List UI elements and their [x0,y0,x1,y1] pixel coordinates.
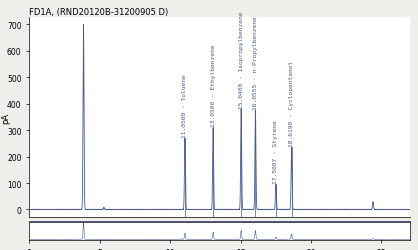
Y-axis label: pA: pA [1,112,10,123]
Text: 15.0400 - Isopropylbenzene: 15.0400 - Isopropylbenzene [239,11,244,108]
Text: 13.0500 - Ethylbenzene: 13.0500 - Ethylbenzene [211,44,216,127]
Text: 11.0500 - Toluene: 11.0500 - Toluene [182,74,187,137]
Text: FD1A, (RND20120B-31200905 D): FD1A, (RND20120B-31200905 D) [29,8,168,17]
Text: 17.5007 - Styrene: 17.5007 - Styrene [273,120,278,183]
Text: 16.0555 - n-Propylbenzene: 16.0555 - n-Propylbenzene [253,16,258,110]
Text: 18.6190 - Cyclopentanol: 18.6190 - Cyclopentanol [289,60,294,146]
